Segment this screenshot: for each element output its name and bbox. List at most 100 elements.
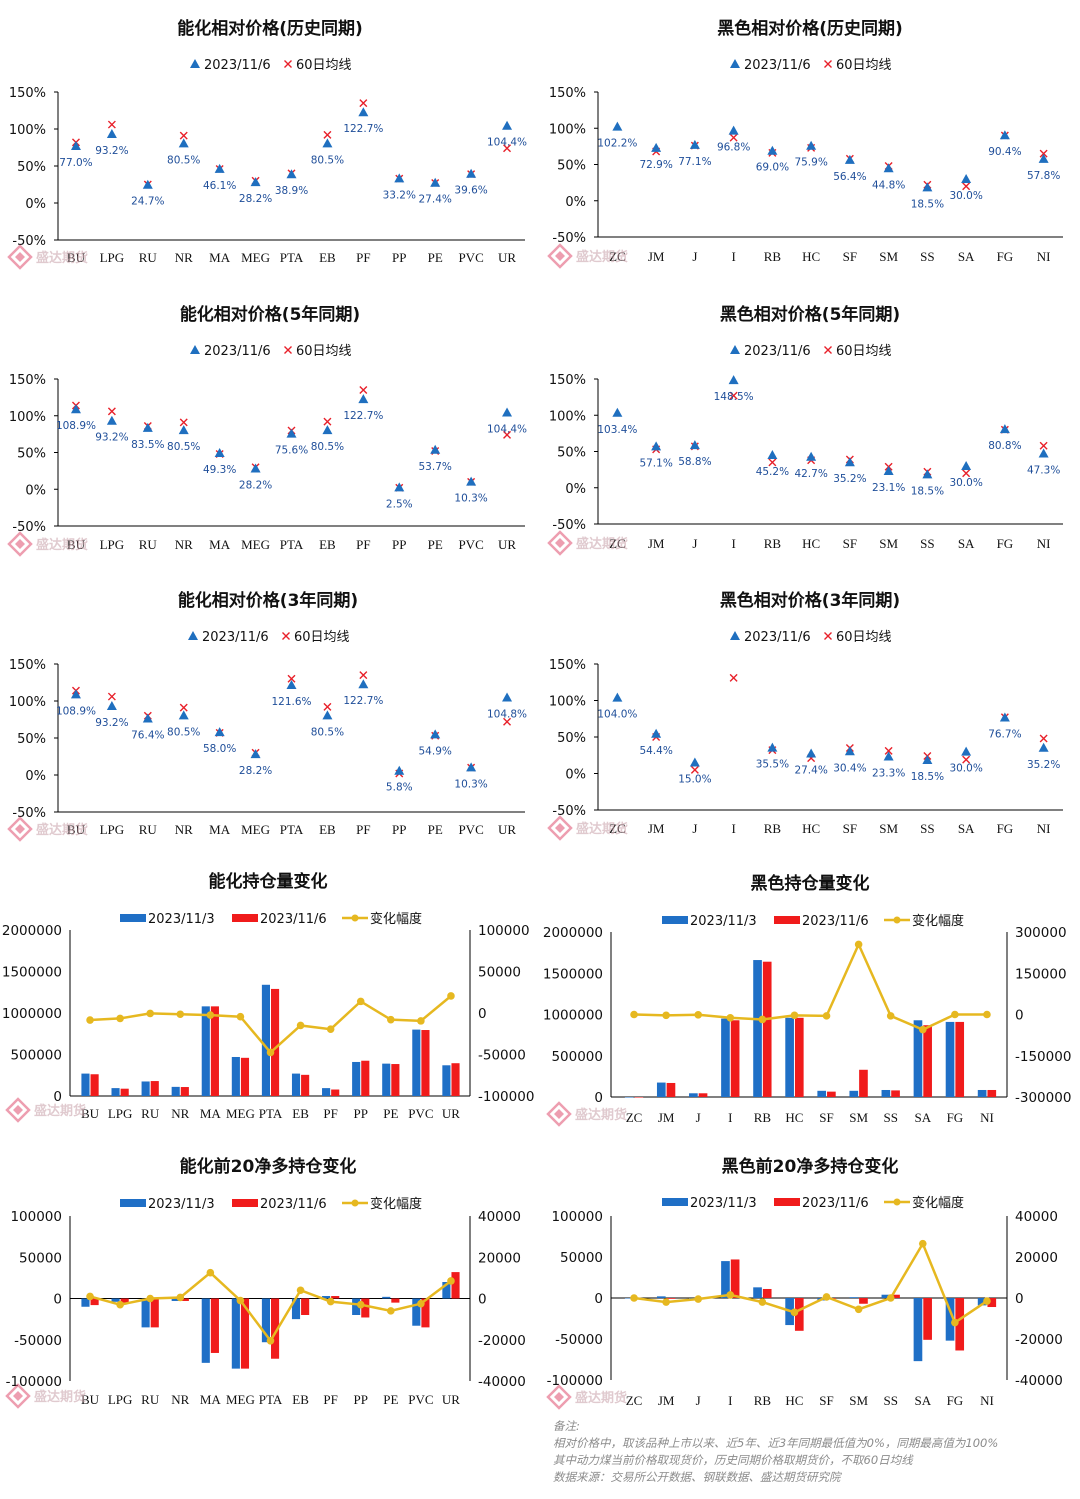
- data-label: 42.7%: [794, 468, 827, 480]
- x-tick-label: FG: [997, 249, 1014, 264]
- change-point: [296, 1286, 305, 1295]
- x-tick-label: FG: [997, 821, 1014, 836]
- legend-line-dot: [351, 914, 359, 922]
- bar-prev: [977, 1298, 987, 1306]
- y-right-tick-label: 100000: [478, 923, 530, 939]
- x-tick-label: PTA: [280, 822, 304, 837]
- data-label: 90.4%: [988, 146, 1021, 158]
- current-point: [612, 121, 623, 131]
- y-left-tick-label: 100000: [551, 1209, 603, 1225]
- x-tick-label: UR: [498, 822, 516, 837]
- bar-current: [451, 1063, 460, 1096]
- bar-prev: [261, 1298, 270, 1343]
- current-point: [689, 139, 700, 149]
- bar-current: [361, 1298, 370, 1318]
- x-tick-label: HC: [802, 249, 820, 264]
- notes-block: 备注: 相对价格中，取该品种上市以来、近5年、近3年同期最低值为0%，同期最高值…: [553, 1418, 1073, 1486]
- current-point: [922, 469, 933, 479]
- bar-current: [987, 1089, 997, 1097]
- watermark-text: 盛达期货: [575, 1107, 627, 1123]
- change-point: [662, 1011, 670, 1020]
- legend-label: 变化幅度: [912, 913, 964, 929]
- current-point: [358, 107, 369, 117]
- change-point: [854, 940, 863, 949]
- legend-label: 2023/11/3: [148, 912, 215, 927]
- current-point: [286, 428, 297, 438]
- watermark-text: 盛达期货: [576, 249, 628, 265]
- current-point: [1038, 742, 1049, 752]
- current-point: [70, 404, 81, 414]
- data-label: 57.1%: [639, 457, 672, 469]
- x-tick-label: SS: [920, 821, 934, 836]
- data-label: 83.5%: [131, 439, 164, 451]
- y-tick-label: 100%: [9, 410, 46, 425]
- data-label: 122.7%: [343, 410, 383, 422]
- x-tick-label: NR: [171, 1106, 189, 1121]
- watermark-text: 盛达期货: [36, 537, 88, 553]
- y-tick-label: 0%: [565, 195, 586, 210]
- current-point: [883, 466, 894, 476]
- change-point: [694, 1010, 703, 1019]
- change-point: [326, 1025, 335, 1033]
- current-point: [767, 145, 778, 155]
- bar-current: [794, 1298, 804, 1331]
- change-point: [951, 1318, 959, 1327]
- y-right-tick-label: -20000: [1015, 1332, 1063, 1348]
- bar-current: [762, 1288, 772, 1298]
- x-tick-label: SF: [819, 1393, 833, 1408]
- x-tick-label: PTA: [259, 1392, 283, 1407]
- data-label: 58.8%: [678, 456, 711, 468]
- bar-current: [331, 1296, 340, 1299]
- data-label: 80.5%: [311, 154, 344, 166]
- x-tick-label: EB: [292, 1392, 309, 1407]
- chart-title: 能化前20净多持仓变化: [180, 1156, 357, 1177]
- bar-prev: [382, 1063, 391, 1096]
- y-tick-label: 50%: [17, 160, 46, 175]
- x-tick-label: UR: [498, 537, 516, 552]
- current-point: [322, 710, 333, 720]
- current-point: [502, 120, 513, 130]
- bar-current: [150, 1081, 159, 1096]
- change-point: [266, 1048, 275, 1057]
- x-tick-label: FG: [947, 1110, 964, 1125]
- bar-prev: [111, 1088, 120, 1096]
- change-point: [726, 1291, 735, 1299]
- y-right-tick-label: 20000: [1015, 1250, 1058, 1266]
- current-point: [142, 179, 153, 189]
- change-point: [176, 1010, 185, 1019]
- notes-line-3: 数据来源：交易所公开数据、钢联数据、盛达期货研究院: [553, 1470, 841, 1484]
- avg-point: [359, 386, 368, 395]
- bar-current: [361, 1060, 370, 1096]
- bar-current: [210, 1298, 219, 1353]
- watermark-dot-icon: [13, 1391, 23, 1401]
- y-right-tick-label: -100000: [478, 1089, 534, 1105]
- watermark-dot-icon: [15, 539, 25, 549]
- y-left-tick-label: 500000: [551, 1049, 603, 1065]
- data-label: 30.0%: [949, 763, 982, 775]
- x-tick-label: J: [692, 821, 697, 836]
- legend-swatch-red: [232, 914, 258, 922]
- x-tick-label: LPG: [108, 1392, 133, 1407]
- chart-title: 能化相对价格(历史同期): [177, 18, 363, 39]
- y-right-tick-label: -50000: [478, 1048, 526, 1064]
- x-tick-label: RB: [754, 1110, 772, 1125]
- y-right-tick-label: 50000: [478, 965, 521, 981]
- data-label: 15.0%: [678, 774, 711, 786]
- x-tick-label: SM: [849, 1393, 868, 1408]
- y-left-tick-label: 500000: [10, 1048, 62, 1064]
- bar-prev: [785, 1017, 794, 1097]
- x-tick-label: HC: [802, 536, 820, 551]
- x-tick-label: ZC: [609, 821, 626, 836]
- x-tick-label: SA: [958, 821, 975, 836]
- data-label: 38.9%: [275, 185, 308, 197]
- watermark-diamond-icon: [547, 815, 573, 841]
- watermark-logo: 盛达期货: [547, 815, 628, 841]
- data-label: 54.9%: [419, 745, 452, 757]
- avg-point: [729, 133, 738, 142]
- x-tick-label: BU: [67, 250, 86, 265]
- current-point: [178, 710, 189, 720]
- current-point: [358, 679, 369, 689]
- legend-label: 60日均线: [836, 630, 892, 645]
- bar-prev: [913, 1298, 923, 1362]
